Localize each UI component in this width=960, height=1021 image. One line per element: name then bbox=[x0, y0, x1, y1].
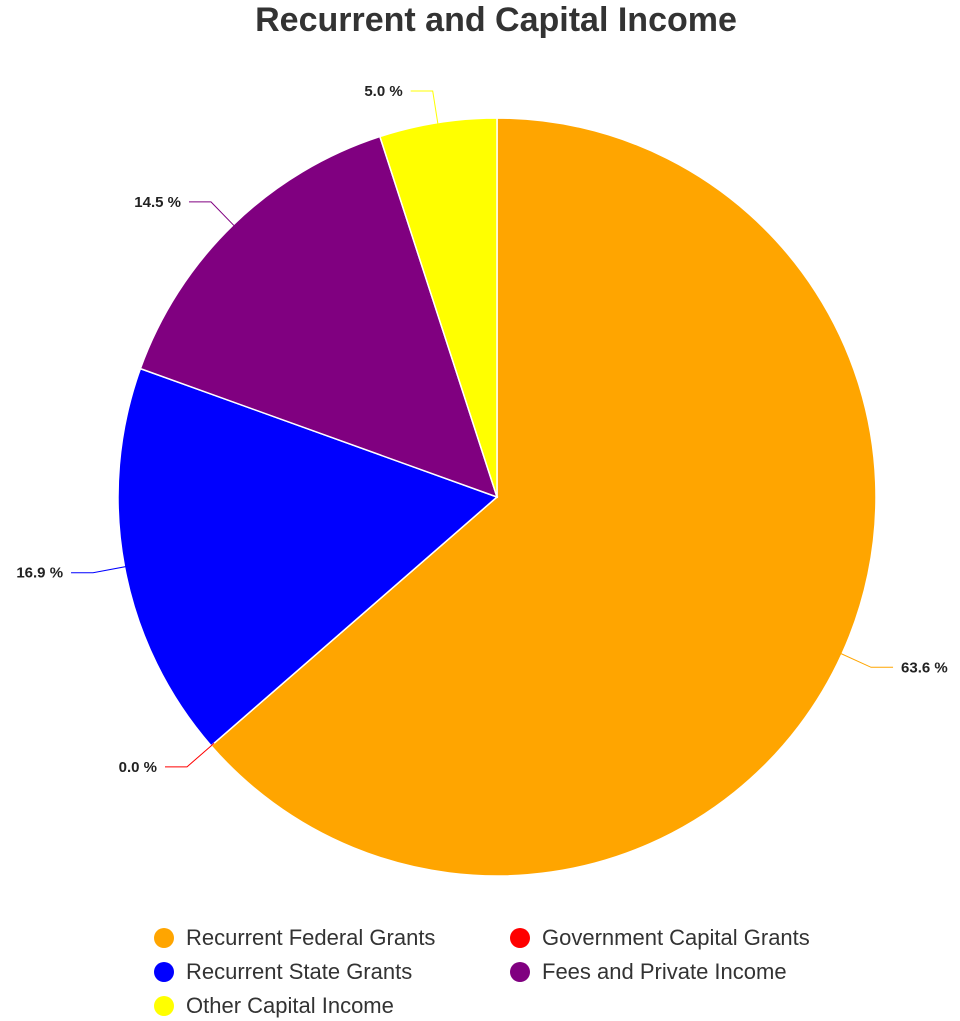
leader-lines bbox=[71, 90, 894, 768]
legend-item-recurrent-federal-grants[interactable]: Recurrent Federal Grants bbox=[154, 922, 510, 953]
label-government-capital-grants: 0.0 % bbox=[119, 759, 157, 776]
legend-marker bbox=[154, 927, 174, 948]
legend-label: Fees and Private Income bbox=[542, 958, 787, 984]
label-fees-and-private-income: 14.5 % bbox=[134, 194, 181, 211]
legend-label: Government Capital Grants bbox=[542, 924, 810, 950]
legend-marker bbox=[510, 961, 530, 982]
pie-slices bbox=[117, 117, 877, 877]
legend: Recurrent Federal Grants Government Capit… bbox=[154, 922, 874, 1021]
leader-other-capital-income bbox=[410, 90, 439, 127]
legend-item-government-capital-grants[interactable]: Government Capital Grants bbox=[510, 922, 850, 953]
label-other-capital-income: 5.0 % bbox=[364, 83, 402, 100]
legend-marker bbox=[154, 995, 174, 1016]
legend-item-recurrent-state-grants[interactable]: Recurrent State Grants bbox=[154, 956, 510, 987]
slice-labels: 63.6 % 0.0 % 16.9 % 14.5 % 5.0 % bbox=[16, 83, 947, 776]
legend-marker bbox=[154, 961, 174, 982]
legend-label: Recurrent Federal Grants bbox=[186, 924, 436, 950]
label-recurrent-federal-grants: 63.6 % bbox=[901, 659, 948, 676]
leader-recurrent-federal-grants bbox=[838, 651, 894, 668]
leader-fees-and-private-income bbox=[188, 201, 237, 229]
legend-marker bbox=[510, 927, 530, 948]
leader-recurrent-state-grants bbox=[71, 565, 129, 574]
chart-title: Recurrent and Capital Income bbox=[255, 1, 737, 39]
legend-label: Recurrent State Grants bbox=[186, 958, 413, 984]
legend-item-fees-and-private-income[interactable]: Fees and Private Income bbox=[510, 956, 850, 987]
legend-label: Other Capital Income bbox=[186, 992, 394, 1018]
legend-item-other-capital-income[interactable]: Other Capital Income bbox=[154, 990, 510, 1021]
label-recurrent-state-grants: 16.9 % bbox=[16, 565, 63, 582]
leader-government-capital-grants bbox=[165, 742, 215, 768]
